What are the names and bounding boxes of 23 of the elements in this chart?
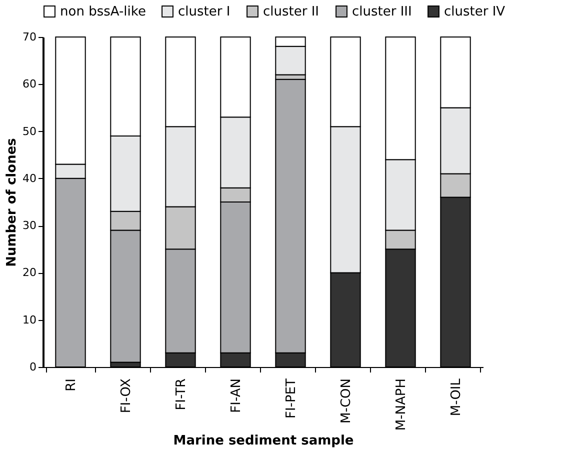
legend-label: cluster IV <box>444 4 506 20</box>
legend-label: cluster III <box>352 4 412 20</box>
y-tick-label: 40 <box>22 172 36 185</box>
y-tick-label: 70 <box>22 30 36 44</box>
y-tick-label: 10 <box>22 313 36 326</box>
x-tick-label: RI <box>64 378 79 392</box>
legend-label: non bssA-like <box>60 4 146 20</box>
x-tick-label: M-CON <box>339 378 354 424</box>
legend-label: cluster I <box>178 4 230 20</box>
x-axis-title: Marine sediment sample <box>173 434 354 449</box>
legend-label: cluster II <box>263 4 320 20</box>
y-tick-label: 50 <box>22 124 36 138</box>
y-axis-title: Number of clones <box>4 138 20 267</box>
x-tick-label: FI-AN <box>229 378 244 413</box>
x-tick-label: M-OIL <box>449 378 464 416</box>
x-tick-label: M-NAPH <box>394 378 409 431</box>
y-tick-label: 60 <box>22 78 36 91</box>
x-tick-label: FI-OX <box>119 378 134 414</box>
y-tick-label: 0 <box>30 360 36 374</box>
y-tick-label: 30 <box>22 219 36 232</box>
x-tick-label: FI-PET <box>284 378 299 418</box>
x-tick-label: FI-TR <box>174 378 189 410</box>
y-tick-label: 20 <box>22 266 36 280</box>
